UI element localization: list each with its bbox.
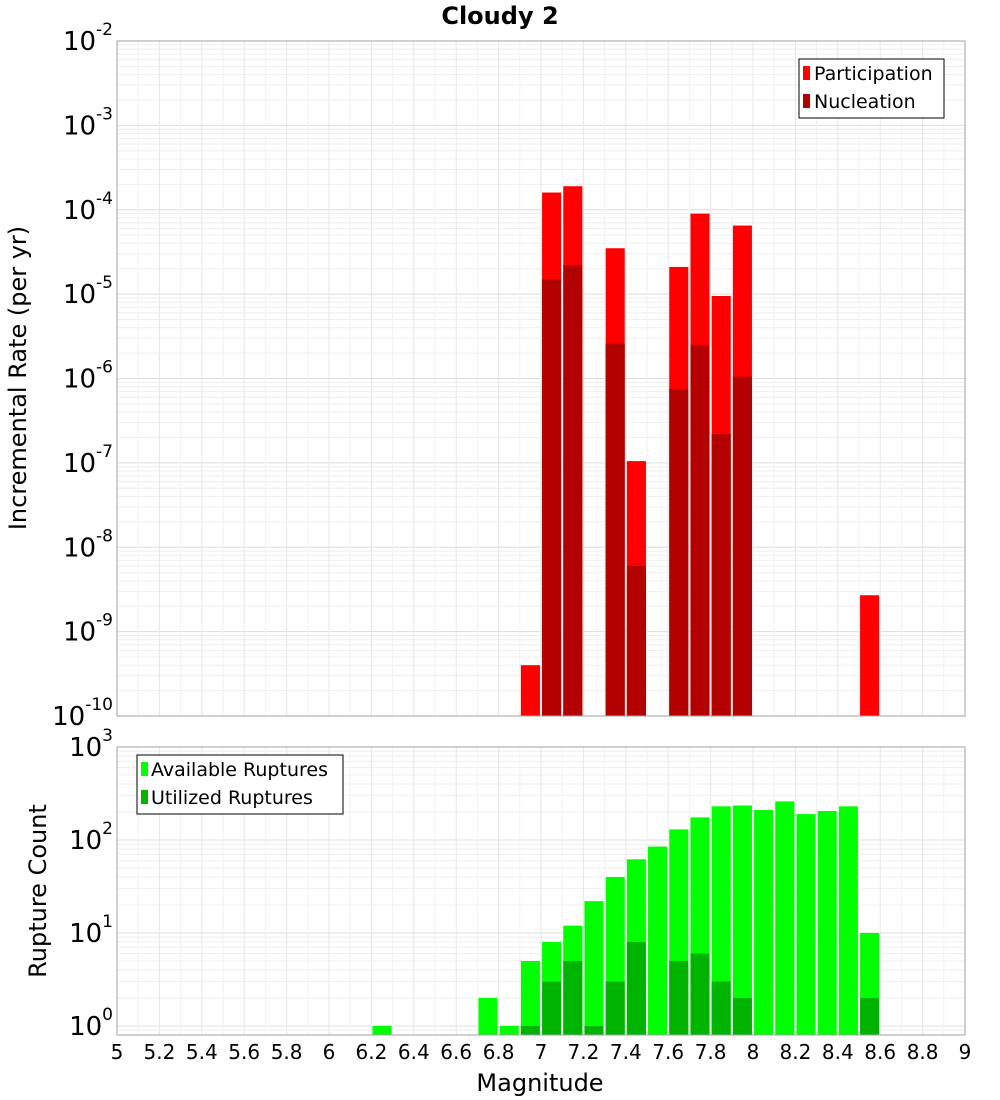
legend-label-utilized: Utilized Ruptures <box>151 787 313 809</box>
legend-swatch-utilized <box>141 790 148 804</box>
x-tick-label: 7.2 <box>567 1040 599 1064</box>
y-tick-label: 10-8 <box>63 526 113 563</box>
x-tick-label: 9 <box>959 1040 972 1064</box>
bar-series1 <box>648 846 668 1035</box>
legend-label-participation: Participation <box>814 63 933 85</box>
top-y-axis-label: Incremental Rate (per yr) <box>4 226 32 530</box>
y-tick-label: 10-4 <box>63 189 113 226</box>
bar-series2 <box>860 997 880 1035</box>
bar-series1 <box>796 814 816 1035</box>
x-tick-label: 6.2 <box>355 1040 387 1064</box>
x-tick-label: 5.4 <box>186 1040 218 1064</box>
bottom-panel: 100 101 102 103 5 5.2 5.4 5.6 5.8 6 6.2 6.4 6.6 6.8 7… <box>24 726 971 1097</box>
bar-series2 <box>542 981 562 1035</box>
bar-series2 <box>732 376 752 716</box>
bottom-legend-box <box>136 754 344 815</box>
x-tick-label: 5.6 <box>228 1040 260 1064</box>
top-legend: Participation Nucleation <box>798 58 945 119</box>
bar-series2 <box>711 981 731 1035</box>
x-tick-label: 8.4 <box>822 1040 854 1064</box>
bar-series2 <box>605 981 625 1035</box>
x-tick-label: 7.8 <box>695 1040 727 1064</box>
bar-series2 <box>732 997 752 1035</box>
bar-series2 <box>669 960 689 1035</box>
bar-series1 <box>520 665 540 716</box>
x-tick-label: 7.6 <box>652 1040 684 1064</box>
x-tick-label: 7.4 <box>610 1040 642 1064</box>
y-tick-label: 10-2 <box>63 20 113 57</box>
bottom-plot-frame <box>116 746 966 1036</box>
x-tick-label: 6 <box>323 1040 336 1064</box>
bar-series1 <box>372 1025 392 1035</box>
y-tick-label: 103 <box>69 726 113 763</box>
chart-title: Cloudy 2 <box>441 2 558 30</box>
bar-series1 <box>838 806 858 1035</box>
x-tick-label: 7 <box>535 1040 548 1064</box>
top-panel: 10-10 10-9 10-8 10-7 10-6 10-5 10-4 10-3 10-2 In… <box>4 20 966 732</box>
bottom-y-tick-labels: 100 101 102 103 <box>69 726 113 1042</box>
bar-series2 <box>626 565 646 716</box>
bar-series1 <box>732 805 752 1035</box>
x-tick-label: 8.8 <box>907 1040 939 1064</box>
y-tick-label: 102 <box>69 819 113 856</box>
bar-series1 <box>754 810 774 1035</box>
bottom-bars <box>372 801 880 1035</box>
x-tick-label: 5.2 <box>143 1040 175 1064</box>
x-tick-labels: 5 5.2 5.4 5.6 5.8 6 6.2 6.4 6.6 6.8 7 7.2 7.4 7.6 7.8 8… <box>111 1040 972 1064</box>
y-tick-label: 101 <box>69 912 113 949</box>
x-tick-label: 6.8 <box>483 1040 515 1064</box>
y-tick-label: 10-3 <box>63 104 113 141</box>
bar-series2 <box>669 389 689 716</box>
bar-series2 <box>605 343 625 716</box>
top-gridlines <box>116 41 966 717</box>
bar-series2 <box>584 1025 604 1035</box>
x-tick-label: 5.8 <box>271 1040 303 1064</box>
bar-series1 <box>711 806 731 1035</box>
top-legend-box <box>798 58 945 119</box>
y-tick-label: 10-6 <box>63 358 113 395</box>
bar-series2 <box>563 960 583 1035</box>
bar-series1 <box>499 1025 519 1035</box>
bar-series1 <box>520 960 540 1035</box>
legend-swatch-nucleation <box>803 94 810 108</box>
bar-series1 <box>860 595 880 716</box>
legend-label-available: Available Ruptures <box>151 759 328 781</box>
bar-series2 <box>563 265 583 716</box>
bottom-y-axis-label: Rupture Count <box>24 804 52 978</box>
bar-series2 <box>542 279 562 716</box>
bar-series1 <box>584 901 604 1035</box>
x-axis-label: Magnitude <box>476 1069 603 1097</box>
x-tick-label: 8.6 <box>864 1040 896 1064</box>
legend-swatch-available <box>141 762 148 776</box>
y-tick-label: 10-9 <box>63 611 113 648</box>
y-tick-label: 10-5 <box>63 273 113 310</box>
bar-series2 <box>690 953 710 1035</box>
bar-series2 <box>626 942 646 1035</box>
bar-series2 <box>520 1025 540 1035</box>
bar-series2 <box>690 344 710 716</box>
bar-series2 <box>711 433 731 716</box>
legend-swatch-participation <box>803 66 810 80</box>
top-bars <box>520 186 880 717</box>
legend-label-nucleation: Nucleation <box>814 91 916 113</box>
top-plot-frame <box>116 40 966 717</box>
x-tick-label: 6.6 <box>440 1040 472 1064</box>
x-tick-label: 6.4 <box>398 1040 430 1064</box>
x-tick-label: 8 <box>747 1040 760 1064</box>
x-tick-label: 8.2 <box>779 1040 811 1064</box>
bar-series1 <box>817 811 837 1035</box>
x-tick-label: 5 <box>111 1040 124 1064</box>
bar-series1 <box>775 801 795 1035</box>
bottom-legend: Available Ruptures Utilized Ruptures <box>136 754 344 815</box>
y-tick-label: 10-10 <box>52 695 113 732</box>
bar-series1 <box>478 997 498 1035</box>
y-tick-label: 100 <box>69 1005 113 1042</box>
y-tick-label: 10-7 <box>63 442 113 479</box>
top-y-tick-labels: 10-10 10-9 10-8 10-7 10-6 10-5 10-4 10-3 10-2 <box>52 20 113 732</box>
